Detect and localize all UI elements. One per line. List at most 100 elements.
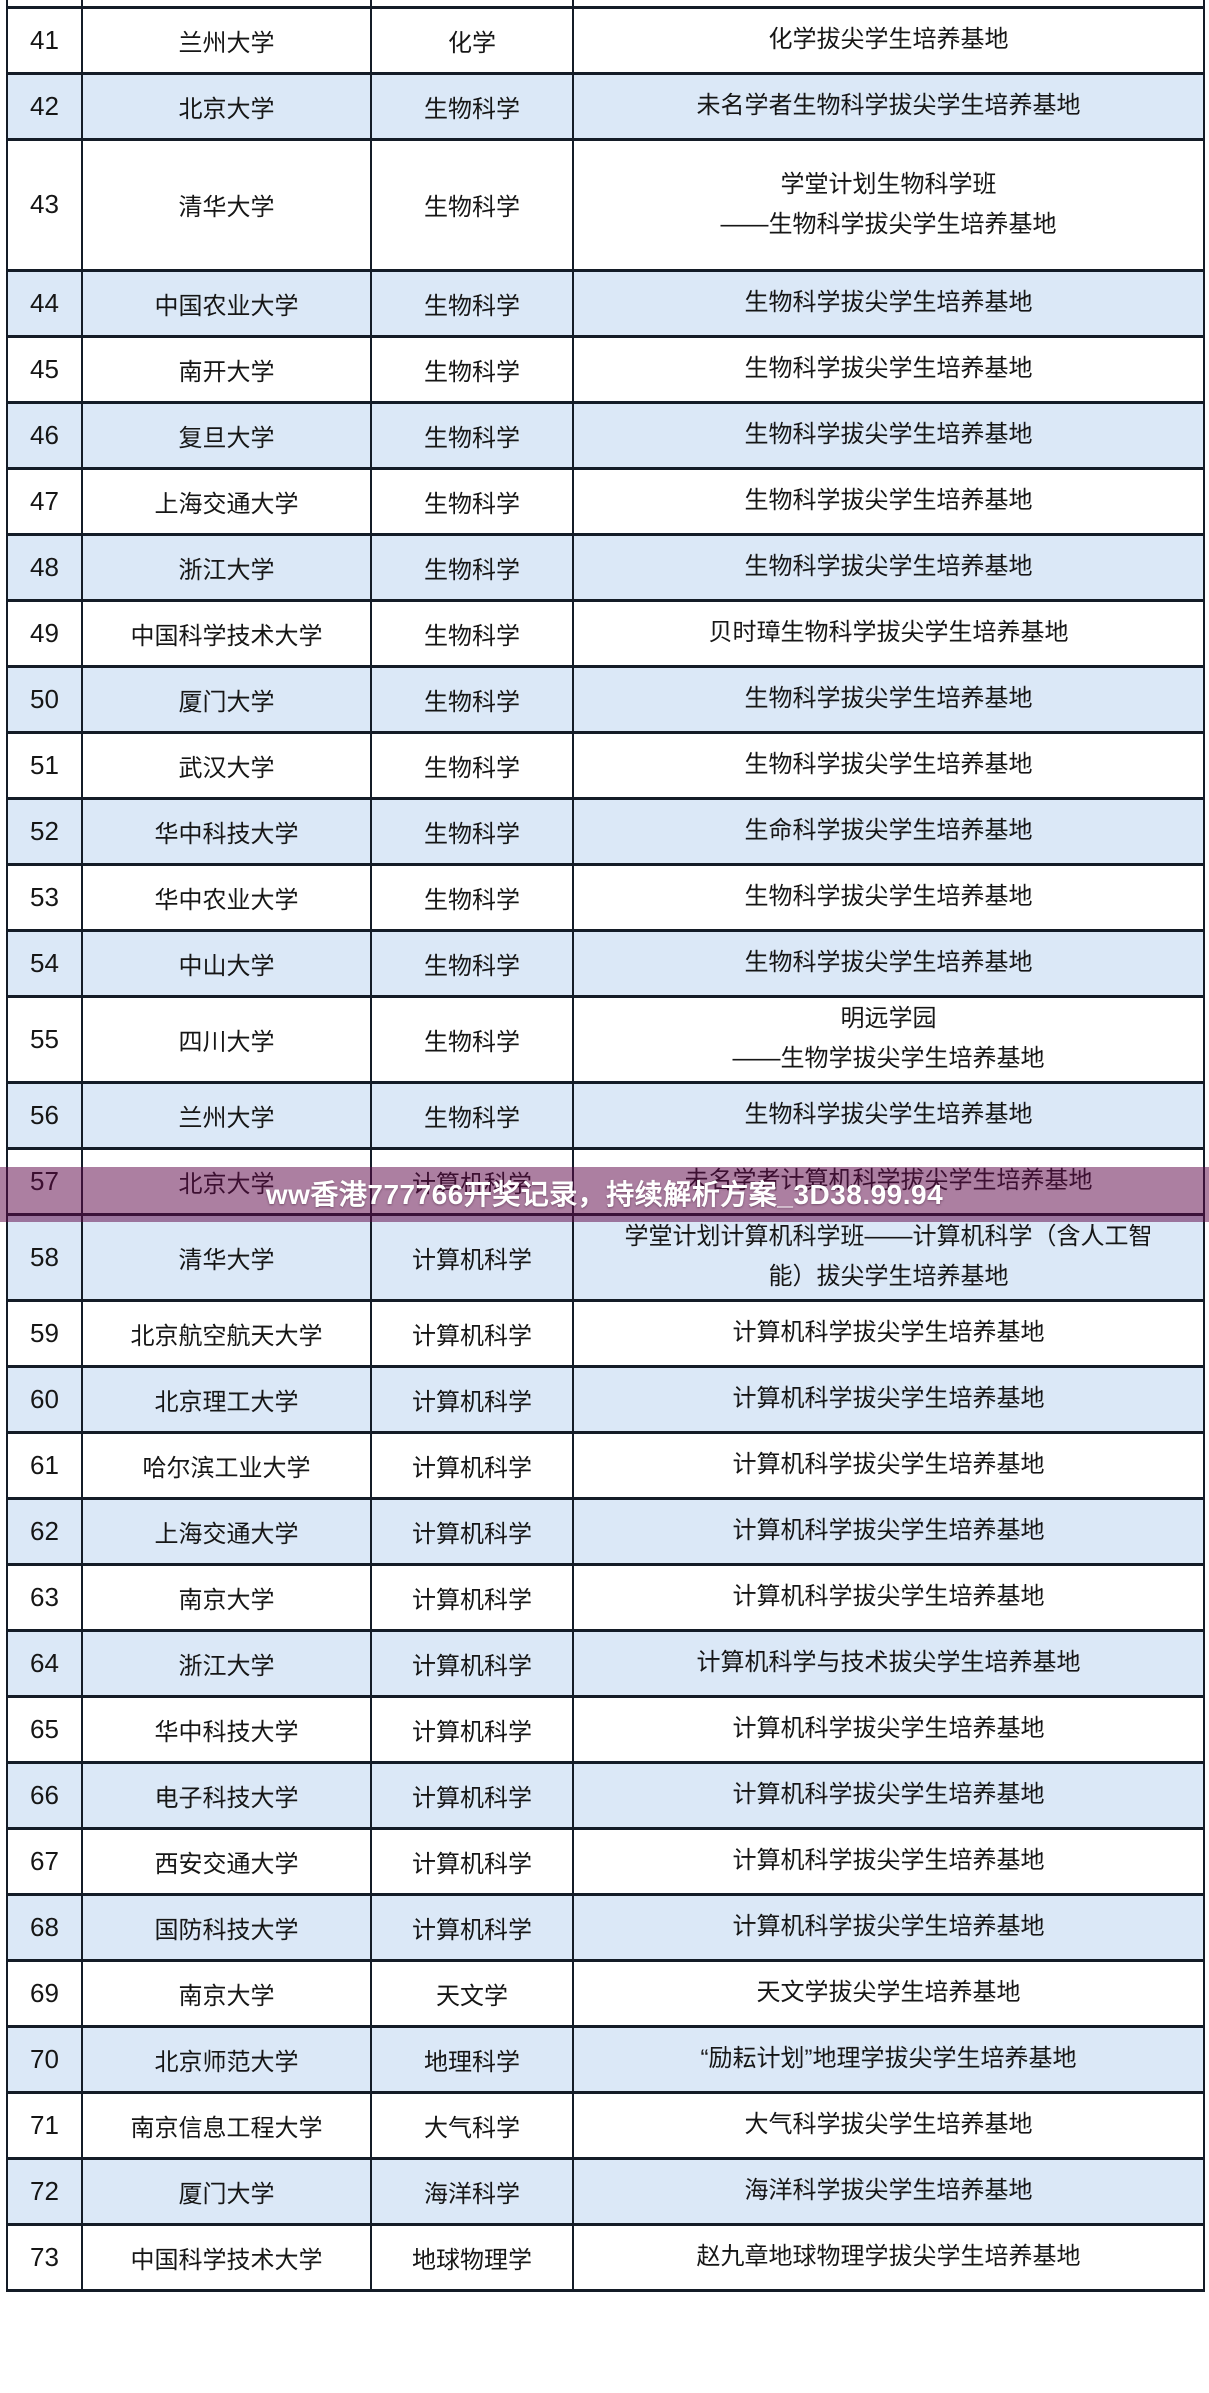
row-subject: 计算机科学 [370,1496,574,1566]
base-line: 海洋科学拔尖学生培养基地 [744,2177,1033,2204]
base-line: 计算机科学拔尖学生培养基地 [732,1781,1045,1808]
row-school: 国防科技大学 [81,1892,372,1962]
table-row: 67 西安交通大学 计算机科学 计算机科学拔尖学生培养基地 [6,1826,1205,1896]
table-row: 71 南京信息工程大学 大气科学 大气科学拔尖学生培养基地 [6,2090,1205,2160]
row-school: 华中科技大学 [81,1694,372,1764]
base-line: 计算机科学拔尖学生培养基地 [732,1319,1045,1346]
row-subject: 计算机科学 [370,1212,574,1302]
row-base: 大气科学拔尖学生培养基地 [572,2090,1205,2160]
table-row: 56 兰州大学 生物科学 生物科学拔尖学生培养基地 [6,1080,1205,1150]
table-row: 55 四川大学 生物科学 明远学园 ——生物学拔尖学生培养基地 [6,994,1205,1084]
base-line: 天文学拔尖学生培养基地 [756,1979,1021,2006]
row-number: 47 [6,466,83,536]
table-row: 54 中山大学 生物科学 生物科学拔尖学生培养基地 [6,928,1205,998]
table-row: 59 北京航空航天大学 计算机科学 计算机科学拔尖学生培养基地 [6,1298,1205,1368]
row-base: 计算机科学拔尖学生培养基地 [572,1760,1205,1830]
base-line: 生物科学拔尖学生培养基地 [744,685,1033,712]
row-base: 生物科学拔尖学生培养基地 [572,466,1205,536]
row-number: 43 [6,137,83,272]
row-school: 南京大学 [81,1562,372,1632]
table-row: 61 哈尔滨工业大学 计算机科学 计算机科学拔尖学生培养基地 [6,1430,1205,1500]
partial-cell [370,0,574,9]
base-line: ——生物科学拔尖学生培养基地 [720,210,1057,238]
base-line: 未名学者生物科学拔尖学生培养基地 [696,92,1081,119]
row-number: 70 [6,2024,83,2094]
row-number: 61 [6,1430,83,1500]
row-school: 北京师范大学 [81,2024,372,2094]
universities-table: 41 兰州大学 化学 化学拔尖学生培养基地 42 北京大学 生物科学 未名学者生… [6,0,1205,2292]
table-row: 43 清华大学 生物科学 学堂计划生物科学班 ——生物科学拔尖学生培养基地 [6,137,1205,272]
row-base: 生物科学拔尖学生培养基地 [572,268,1205,338]
row-number: 52 [6,796,83,866]
row-school: 中山大学 [81,928,372,998]
partial-cell [81,0,372,9]
base-line: 计算机科学拔尖学生培养基地 [732,1583,1045,1610]
watermark-banner: ww香港777766开奖记录，持续解析方案_3D38.99.94 [0,1167,1209,1222]
row-base: 计算机科学拔尖学生培养基地 [572,1892,1205,1962]
table-row: 45 南开大学 生物科学 生物科学拔尖学生培养基地 [6,334,1205,404]
row-base: 生物科学拔尖学生培养基地 [572,400,1205,470]
row-number: 67 [6,1826,83,1896]
row-base: 生命科学拔尖学生培养基地 [572,796,1205,866]
table-row: 52 华中科技大学 生物科学 生命科学拔尖学生培养基地 [6,796,1205,866]
base-line: 生物科学拔尖学生培养基地 [744,421,1033,448]
table-row: 58 清华大学 计算机科学 学堂计划计算机科学班——计算机科学（含人工智 能）拔尖… [6,1212,1205,1302]
row-school: 北京理工大学 [81,1364,372,1434]
row-subject: 天文学 [370,1958,574,2028]
row-school: 复旦大学 [81,400,372,470]
partial-cell [572,0,1205,9]
base-line: 计算机科学拔尖学生培养基地 [732,1847,1045,1874]
base-line: 学堂计划生物科学班 [780,170,997,198]
row-base: 计算机科学与技术拔尖学生培养基地 [572,1628,1205,1698]
row-school: 清华大学 [81,137,372,272]
row-subject: 生物科学 [370,466,574,536]
row-subject: 生物科学 [370,664,574,734]
table-row: 64 浙江大学 计算机科学 计算机科学与技术拔尖学生培养基地 [6,1628,1205,1698]
row-base: 生物科学拔尖学生培养基地 [572,928,1205,998]
row-subject: 生物科学 [370,400,574,470]
row-base: 化学拔尖学生培养基地 [572,5,1205,75]
base-line: 生物科学拔尖学生培养基地 [744,883,1033,910]
row-subject: 生物科学 [370,598,574,668]
partial-cell [6,0,83,9]
row-subject: 生物科学 [370,334,574,404]
row-school: 厦门大学 [81,2156,372,2226]
table-row: 42 北京大学 生物科学 未名学者生物科学拔尖学生培养基地 [6,71,1205,141]
row-base: 赵九章地球物理学拔尖学生培养基地 [572,2222,1205,2292]
base-line: 能）拔尖学生培养基地 [768,1263,1009,1290]
row-subject: 计算机科学 [370,1694,574,1764]
row-subject: 地球物理学 [370,2222,574,2292]
row-number: 55 [6,994,83,1084]
row-number: 46 [6,400,83,470]
row-school: 四川大学 [81,994,372,1084]
base-line: 生物科学拔尖学生培养基地 [744,751,1033,778]
row-base: 生物科学拔尖学生培养基地 [572,730,1205,800]
row-base: 学堂计划计算机科学班——计算机科学（含人工智 能）拔尖学生培养基地 [572,1212,1205,1302]
row-number: 73 [6,2222,83,2292]
row-subject: 计算机科学 [370,1298,574,1368]
row-base: 海洋科学拔尖学生培养基地 [572,2156,1205,2226]
row-number: 59 [6,1298,83,1368]
row-base: 天文学拔尖学生培养基地 [572,1958,1205,2028]
row-subject: 生物科学 [370,994,574,1084]
base-line: 生物科学拔尖学生培养基地 [744,553,1033,580]
table-row: 48 浙江大学 生物科学 生物科学拔尖学生培养基地 [6,532,1205,602]
row-school: 上海交通大学 [81,466,372,536]
row-school: 哈尔滨工业大学 [81,1430,372,1500]
row-school: 浙江大学 [81,532,372,602]
base-line: 计算机科学拔尖学生培养基地 [732,1517,1045,1544]
row-school: 中国农业大学 [81,268,372,338]
row-number: 72 [6,2156,83,2226]
row-school: 华中科技大学 [81,796,372,866]
row-subject: 生物科学 [370,137,574,272]
base-line: 生物科学拔尖学生培养基地 [744,1101,1033,1128]
row-subject: 计算机科学 [370,1760,574,1830]
row-number: 44 [6,268,83,338]
row-number: 58 [6,1212,83,1302]
base-line: 计算机科学与技术拔尖学生培养基地 [696,1649,1081,1676]
row-subject: 生物科学 [370,730,574,800]
table-row: 51 武汉大学 生物科学 生物科学拔尖学生培养基地 [6,730,1205,800]
row-school: 北京航空航天大学 [81,1298,372,1368]
table-row: 65 华中科技大学 计算机科学 计算机科学拔尖学生培养基地 [6,1694,1205,1764]
row-subject: 计算机科学 [370,1430,574,1500]
